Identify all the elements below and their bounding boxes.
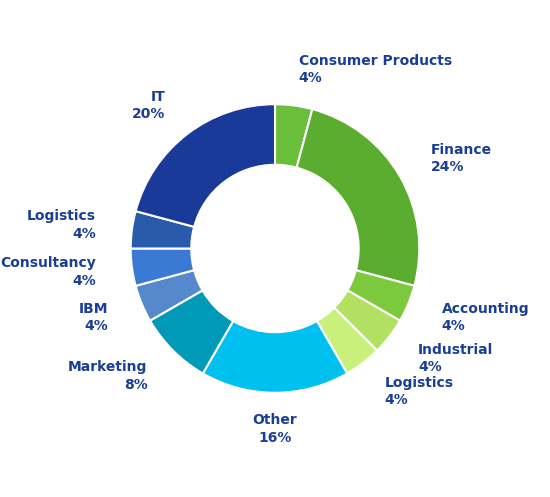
- Text: IT
20%: IT 20%: [132, 90, 165, 121]
- Text: Other
16%: Other 16%: [252, 413, 298, 444]
- Wedge shape: [203, 321, 347, 393]
- Text: Consumer Products
4%: Consumer Products 4%: [299, 54, 452, 85]
- Wedge shape: [334, 290, 400, 350]
- Wedge shape: [348, 270, 414, 321]
- Wedge shape: [131, 211, 194, 248]
- Wedge shape: [136, 270, 202, 321]
- Text: Logistics
4%: Logistics 4%: [27, 209, 96, 241]
- Wedge shape: [275, 104, 312, 167]
- Text: Consultancy
4%: Consultancy 4%: [1, 256, 96, 288]
- Text: Industrial
4%: Industrial 4%: [418, 342, 493, 374]
- Wedge shape: [150, 290, 233, 373]
- Text: IBM
4%: IBM 4%: [79, 302, 108, 333]
- Text: Logistics
4%: Logistics 4%: [385, 376, 454, 407]
- Wedge shape: [131, 248, 194, 286]
- Wedge shape: [317, 308, 377, 373]
- Wedge shape: [296, 109, 419, 286]
- Text: Accounting
4%: Accounting 4%: [442, 302, 529, 333]
- Text: Finance
24%: Finance 24%: [431, 143, 492, 174]
- Text: Marketing
8%: Marketing 8%: [68, 360, 147, 392]
- Wedge shape: [136, 104, 275, 227]
